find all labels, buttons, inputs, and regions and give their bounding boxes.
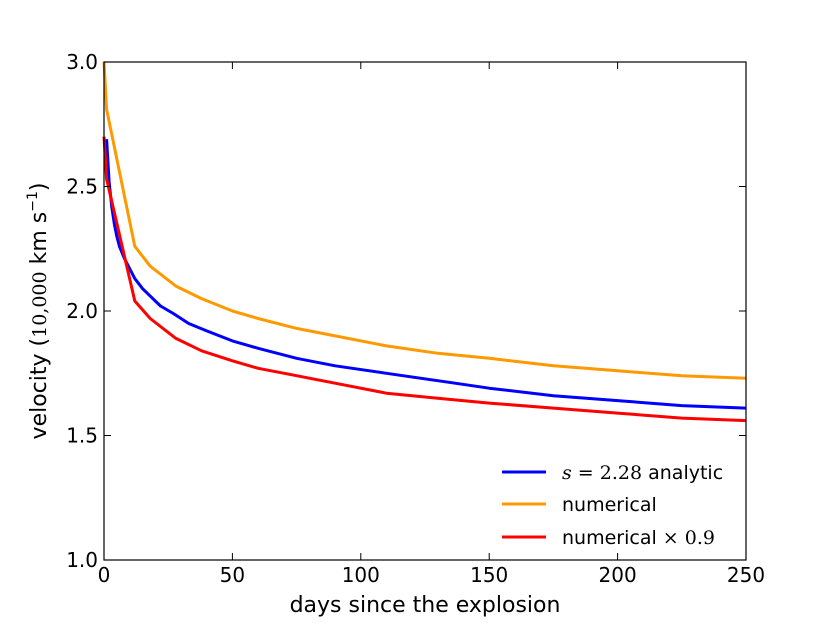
x-tick-label: 150 — [470, 563, 508, 587]
series-1-point — [436, 352, 439, 355]
series-1-point — [385, 344, 388, 347]
y-axis-label-unit: km s — [27, 212, 52, 272]
series-0-point — [257, 347, 260, 350]
series-0-point — [141, 287, 144, 290]
legend-label-analytic-eq: = — [572, 462, 600, 484]
series-0-point — [436, 379, 439, 382]
series-1-point — [133, 245, 136, 248]
series-layer — [102, 61, 747, 423]
series-1-point — [552, 364, 555, 367]
series-0-point — [295, 357, 298, 360]
series-2-point — [133, 300, 136, 303]
series-2-point — [385, 392, 388, 395]
legend-label-numerical-scaled-factor: × 0.9 — [663, 527, 715, 549]
y-tick-label: 1.5 — [66, 424, 98, 448]
series-0-point — [172, 312, 175, 315]
legend-label-numerical: numerical — [562, 494, 657, 516]
series-0-point — [159, 305, 162, 308]
series-1-point — [200, 297, 203, 300]
series-0-point — [115, 235, 118, 238]
series-2-point — [334, 382, 337, 385]
series-0-point — [552, 394, 555, 397]
y-tick-label: 3.0 — [66, 50, 98, 74]
legend-label-numerical-scaled: numerical × 0.9 — [562, 527, 715, 549]
series-1-point — [295, 327, 298, 330]
series-0-point — [187, 322, 190, 325]
y-tick-label: 2.5 — [66, 175, 98, 199]
series-0-point — [385, 372, 388, 375]
y-axis-label: velocity (10,000 km s−1) — [25, 183, 52, 440]
legend: s = 2.28 analytic numerical numerical × … — [502, 462, 723, 549]
series-0-point — [488, 387, 491, 390]
series-1-point — [149, 265, 152, 268]
series-2-point — [488, 402, 491, 405]
series-0-point — [149, 295, 152, 298]
series-2-point — [174, 337, 177, 340]
series-2-point — [105, 178, 108, 181]
y-axis-label-prefix: velocity ( — [27, 338, 52, 440]
y-axis-label-exponent: −1 — [25, 191, 41, 212]
series-2-point — [149, 317, 152, 320]
x-tick-label: 0 — [98, 563, 111, 587]
series-1-point — [105, 108, 108, 111]
series-1-point — [334, 334, 337, 337]
x-tick-label: 100 — [342, 563, 380, 587]
x-tick-label: 250 — [727, 563, 765, 587]
y-tick-label: 2.0 — [66, 299, 98, 323]
series-1-point — [174, 285, 177, 288]
series-2-point — [295, 374, 298, 377]
legend-label-analytic-num: 2.28 — [600, 462, 642, 484]
series-0-point — [133, 277, 136, 280]
series-2-point — [436, 397, 439, 400]
series-1-point — [231, 310, 234, 313]
y-tick-label: 1.0 — [66, 548, 98, 572]
series-2-point — [616, 412, 619, 415]
series-0-point — [231, 339, 234, 342]
y-axis-label-number: 10,000 — [29, 271, 51, 337]
series-2-point — [200, 349, 203, 352]
legend-label-analytic-text: analytic — [642, 462, 723, 484]
series-2-point — [552, 407, 555, 410]
legend-label-numerical-scaled-text: numerical — [562, 527, 663, 549]
series-2-point — [680, 417, 683, 420]
series-1-point — [680, 374, 683, 377]
x-tick-label: 200 — [599, 563, 637, 587]
y-axis-label-suffix: ) — [27, 183, 52, 192]
x-tick-label: 50 — [220, 563, 245, 587]
series-1-point — [488, 357, 491, 360]
plot-area — [104, 62, 746, 560]
series-1-point — [616, 369, 619, 372]
series-line-2 — [102, 136, 747, 423]
series-0-point — [680, 404, 683, 407]
tick-layer: 0 50 100 150 200 250 1.0 1.5 2.0 2.5 3.0 — [66, 50, 765, 587]
series-0-point — [334, 364, 337, 367]
series-line-1 — [102, 61, 747, 380]
series-0-point — [616, 399, 619, 402]
series-1-point — [257, 317, 260, 320]
legend-label-analytic: s = 2.28 analytic — [562, 462, 723, 484]
legend-label-analytic-s: s — [562, 462, 572, 484]
series-2-point — [231, 359, 234, 362]
series-line-0 — [105, 139, 747, 410]
x-axis-label: days since the explosion — [290, 593, 561, 618]
series-0-point — [205, 329, 208, 332]
series-2-point — [257, 367, 260, 370]
